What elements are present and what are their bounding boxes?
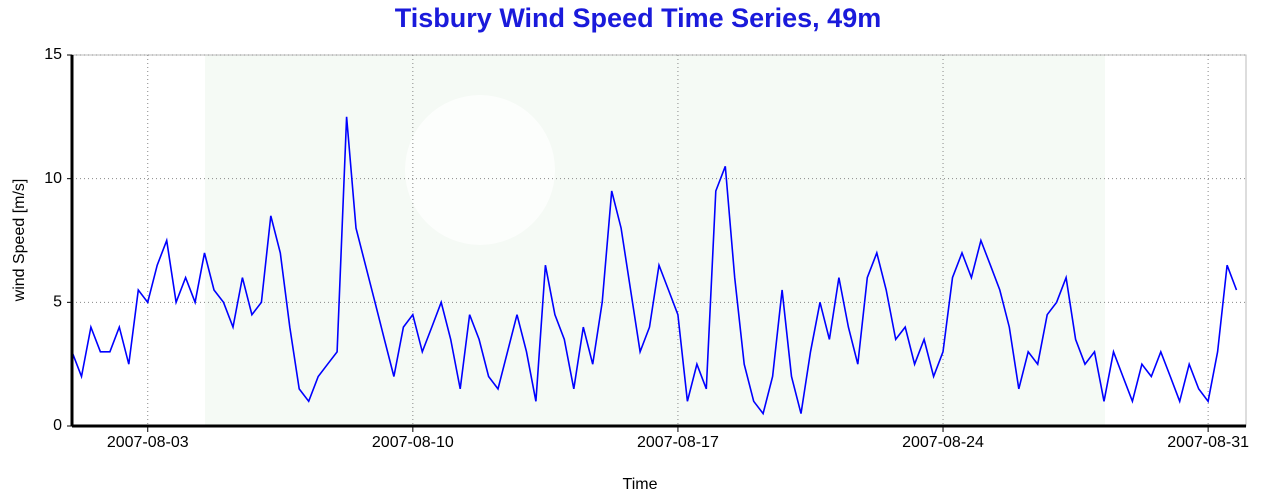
chart-title: Tisbury Wind Speed Time Series, 49m [395,3,881,33]
x-tick-label: 2007-08-03 [107,434,189,451]
chart: Tisbury Wind Speed Time Series, 49m Time… [0,0,1276,497]
y-tick-label: 0 [53,417,62,434]
x-tick-label: 2007-08-24 [902,434,984,451]
x-tick-label: 2007-08-31 [1167,434,1249,451]
x-tick-label: 2007-08-10 [372,434,454,451]
y-tick-label: 15 [44,46,62,63]
y-tick-label: 5 [53,294,62,311]
watermark-circle [405,95,555,245]
y-axis-label: wind Speed [m/s] [11,179,28,303]
x-tick-label: 2007-08-17 [637,434,719,451]
watermark [205,55,1105,426]
x-axis-label: Time [623,476,658,493]
y-tick-label: 10 [44,170,62,187]
